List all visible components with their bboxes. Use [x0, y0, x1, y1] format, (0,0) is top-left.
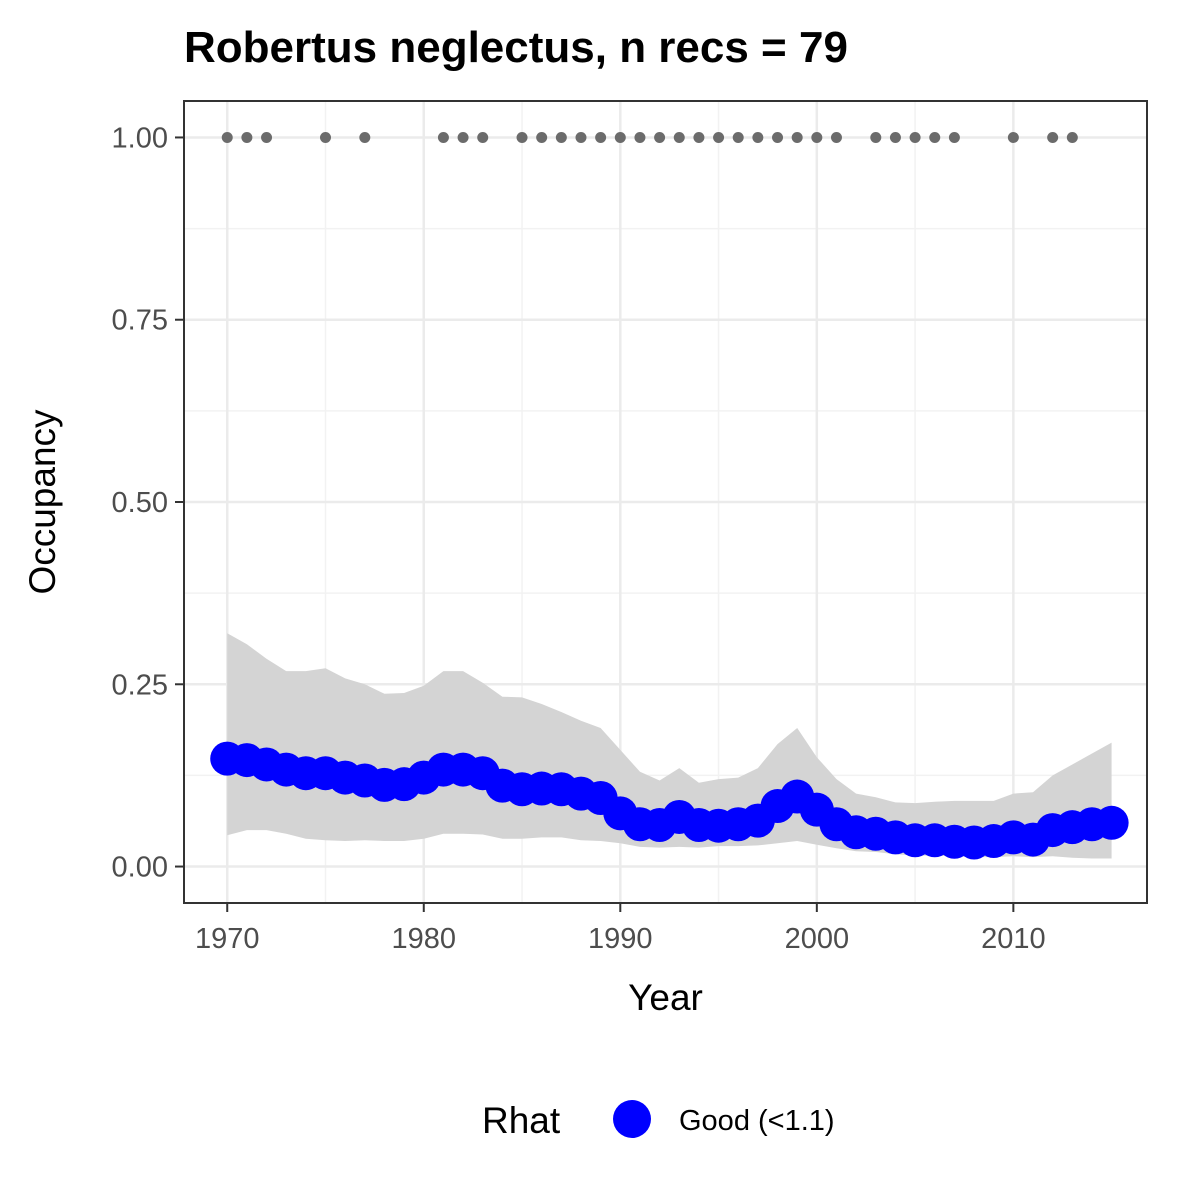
- record-year-point: [948, 131, 960, 143]
- record-year-point: [830, 131, 842, 143]
- record-year-point: [752, 131, 764, 143]
- record-year-point: [555, 131, 567, 143]
- record-year-point: [1007, 131, 1019, 143]
- record-year-point: [929, 131, 941, 143]
- record-year-point: [772, 131, 784, 143]
- record-year-point: [437, 131, 449, 143]
- record-year-point: [536, 131, 548, 143]
- record-year-point: [909, 131, 921, 143]
- legend-label-good: Good (<1.1): [679, 1105, 835, 1137]
- record-year-point: [595, 131, 607, 143]
- record-year-point: [811, 131, 823, 143]
- record-year-point: [654, 131, 666, 143]
- record-year-point: [359, 131, 371, 143]
- credible-interval-layer: [227, 633, 1112, 859]
- y-axis-title: Occupancy: [22, 409, 63, 595]
- mean-points-layer: [210, 741, 1129, 860]
- legend-key-good: [613, 1100, 651, 1138]
- y-tick-label: 1.00: [112, 122, 168, 154]
- record-year-point: [477, 131, 489, 143]
- record-year-point: [614, 131, 626, 143]
- y-tick-label: 0.25: [112, 669, 168, 701]
- record-year-point: [870, 131, 882, 143]
- record-year-point: [693, 131, 705, 143]
- y-tick-label: 0.00: [112, 852, 168, 884]
- credible-interval-ribbon: [227, 633, 1112, 859]
- record-year-point: [791, 131, 803, 143]
- record-year-point: [320, 131, 332, 143]
- record-year-point: [516, 131, 528, 143]
- x-axis-title: Year: [628, 977, 703, 1018]
- record-year-point: [457, 131, 469, 143]
- occupancy-point: [1094, 805, 1129, 840]
- x-tick-label: 1980: [392, 923, 457, 955]
- record-year-point: [673, 131, 685, 143]
- record-year-point: [1047, 131, 1059, 143]
- record-year-point: [634, 131, 646, 143]
- y-tick-label: 0.50: [112, 487, 168, 519]
- record-year-point: [221, 131, 233, 143]
- legend: Rhat Good (<1.1): [482, 1100, 835, 1141]
- record-year-point: [713, 131, 725, 143]
- x-tick-label: 2010: [981, 923, 1046, 955]
- x-tick-label: 1970: [195, 923, 260, 955]
- record-years-layer: [221, 131, 1078, 143]
- record-year-point: [575, 131, 587, 143]
- x-axis: 1970 1980 1990 2000 2010: [195, 903, 1046, 955]
- chart-title: Robertus neglectus, n recs = 79: [184, 23, 848, 72]
- legend-title: Rhat: [482, 1100, 561, 1141]
- y-axis: 0.00 0.25 0.50 0.75 1.00: [112, 122, 184, 884]
- y-tick-label: 0.75: [112, 305, 168, 337]
- record-year-point: [241, 131, 253, 143]
- x-tick-label: 1990: [588, 923, 653, 955]
- record-year-point: [1066, 131, 1078, 143]
- record-year-point: [889, 131, 901, 143]
- x-tick-label: 2000: [785, 923, 850, 955]
- record-year-point: [732, 131, 744, 143]
- record-year-point: [261, 131, 273, 143]
